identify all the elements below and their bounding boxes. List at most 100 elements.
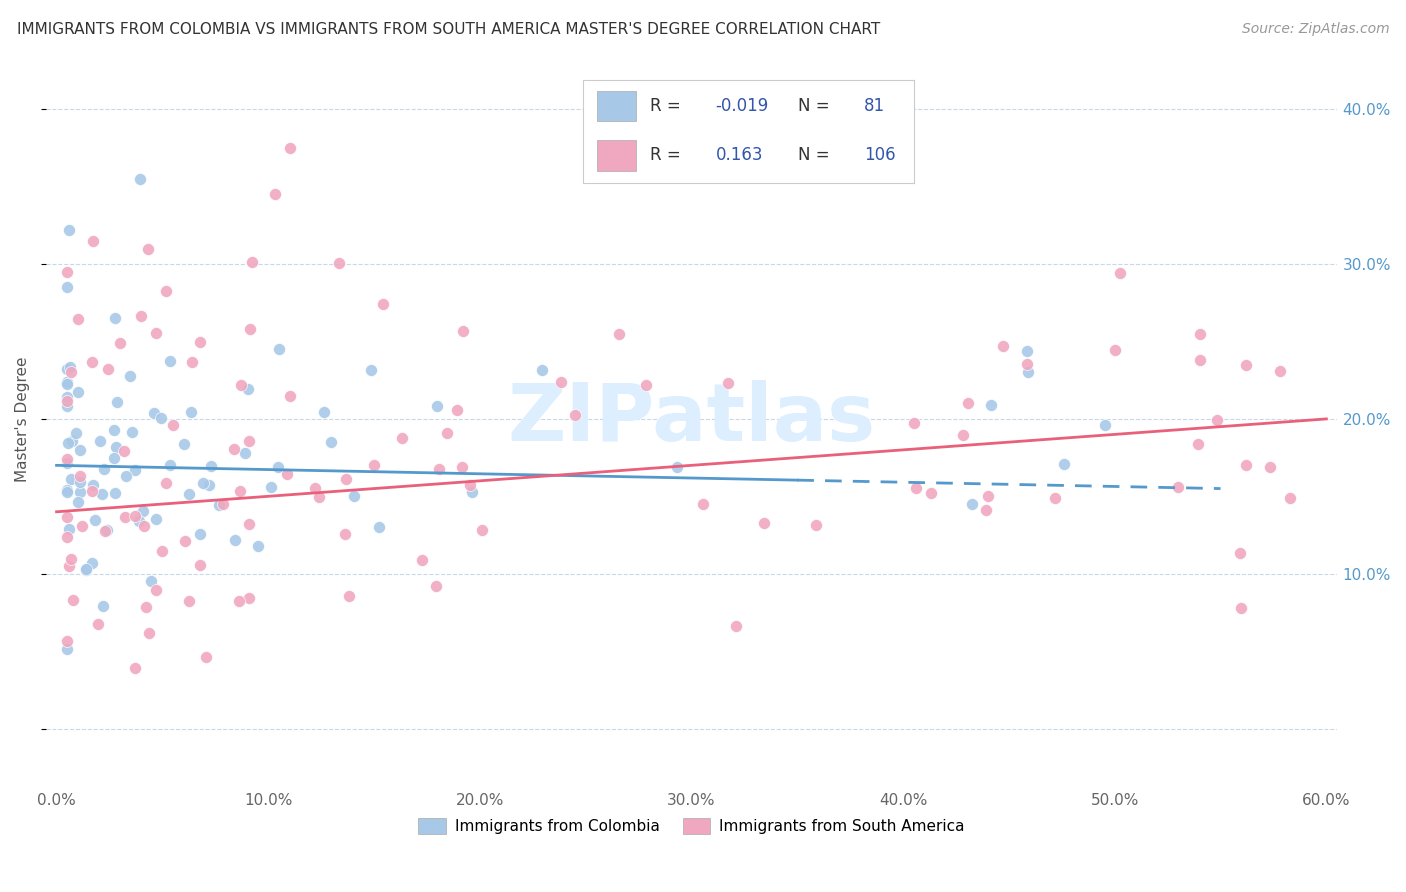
Point [333, 527, 356, 541]
Point [155, 284, 177, 298]
Text: R =: R = [650, 146, 686, 164]
Point [962, 497, 984, 511]
Point [229, 484, 252, 499]
Point [56, 642, 79, 657]
Point [69, 485, 91, 500]
Point [238, 516, 260, 531]
Point [112, 444, 135, 458]
Point [977, 489, 1000, 503]
Point [724, 619, 747, 633]
Point [373, 297, 395, 311]
Point [159, 458, 181, 472]
Point [666, 460, 689, 475]
Text: IMMIGRANTS FROM COLOMBIA VS IMMIGRANTS FROM SOUTH AMERICA MASTER'S DEGREE CORREL: IMMIGRANTS FROM COLOMBIA VS IMMIGRANTS F… [17, 22, 880, 37]
Text: N =: N = [799, 97, 835, 115]
Point [1017, 358, 1039, 372]
Point [188, 334, 211, 349]
Point [87, 617, 110, 632]
Point [105, 394, 128, 409]
Point [194, 649, 217, 664]
Point [436, 426, 458, 441]
Point [1017, 365, 1039, 379]
Point [1104, 343, 1126, 358]
Point [56, 390, 79, 404]
Text: -0.019: -0.019 [716, 97, 769, 115]
Point [754, 516, 776, 530]
Point [1234, 358, 1257, 372]
Point [360, 362, 382, 376]
Point [425, 579, 447, 593]
Point [141, 574, 163, 589]
Point [67, 384, 90, 399]
Point [159, 354, 181, 368]
Point [180, 405, 202, 419]
Point [1094, 417, 1116, 432]
Point [129, 172, 152, 186]
Point [607, 326, 630, 341]
Point [267, 459, 290, 474]
Point [952, 428, 974, 442]
Point [59, 472, 82, 486]
Point [93, 462, 115, 476]
Point [319, 435, 342, 450]
Point [155, 475, 177, 490]
Point [177, 487, 200, 501]
Point [259, 480, 281, 494]
Point [343, 489, 366, 503]
Point [974, 503, 997, 517]
Point [1167, 480, 1189, 494]
Point [128, 514, 150, 528]
Point [980, 398, 1002, 412]
Point [80, 483, 103, 498]
Point [70, 518, 93, 533]
Point [121, 425, 143, 439]
Point [56, 634, 79, 648]
Point [67, 311, 90, 326]
Bar [596, 140, 637, 170]
Point [1108, 266, 1130, 280]
Point [124, 509, 146, 524]
Point [104, 440, 127, 454]
Point [458, 477, 481, 491]
Point [58, 222, 80, 236]
Point [56, 394, 79, 409]
Point [200, 458, 222, 473]
Point [75, 562, 97, 576]
Point [308, 490, 330, 504]
Point [82, 557, 104, 571]
Text: R =: R = [650, 97, 686, 115]
Point [471, 523, 494, 537]
Point [91, 599, 114, 613]
Point [1189, 352, 1212, 367]
Point [363, 458, 385, 472]
Point [91, 487, 114, 501]
Point [96, 524, 118, 538]
Point [426, 399, 449, 413]
Point [56, 456, 79, 470]
Point [238, 591, 260, 605]
Point [110, 336, 132, 351]
Point [58, 359, 80, 374]
Point [56, 483, 79, 497]
Point [1189, 327, 1212, 342]
Point [278, 141, 301, 155]
Point [716, 376, 738, 390]
Point [94, 524, 117, 539]
Point [62, 593, 84, 607]
Point [411, 553, 433, 567]
Point [114, 509, 136, 524]
Point [267, 343, 290, 357]
Point [124, 463, 146, 477]
Text: 0.163: 0.163 [716, 146, 763, 164]
Point [69, 442, 91, 457]
Point [550, 375, 572, 389]
Point [1187, 437, 1209, 451]
Point [60, 434, 83, 448]
Point [114, 469, 136, 483]
Point [280, 389, 302, 403]
Point [692, 497, 714, 511]
Point [461, 485, 484, 500]
Point [1015, 343, 1038, 358]
Bar [596, 91, 637, 121]
Point [131, 504, 153, 518]
